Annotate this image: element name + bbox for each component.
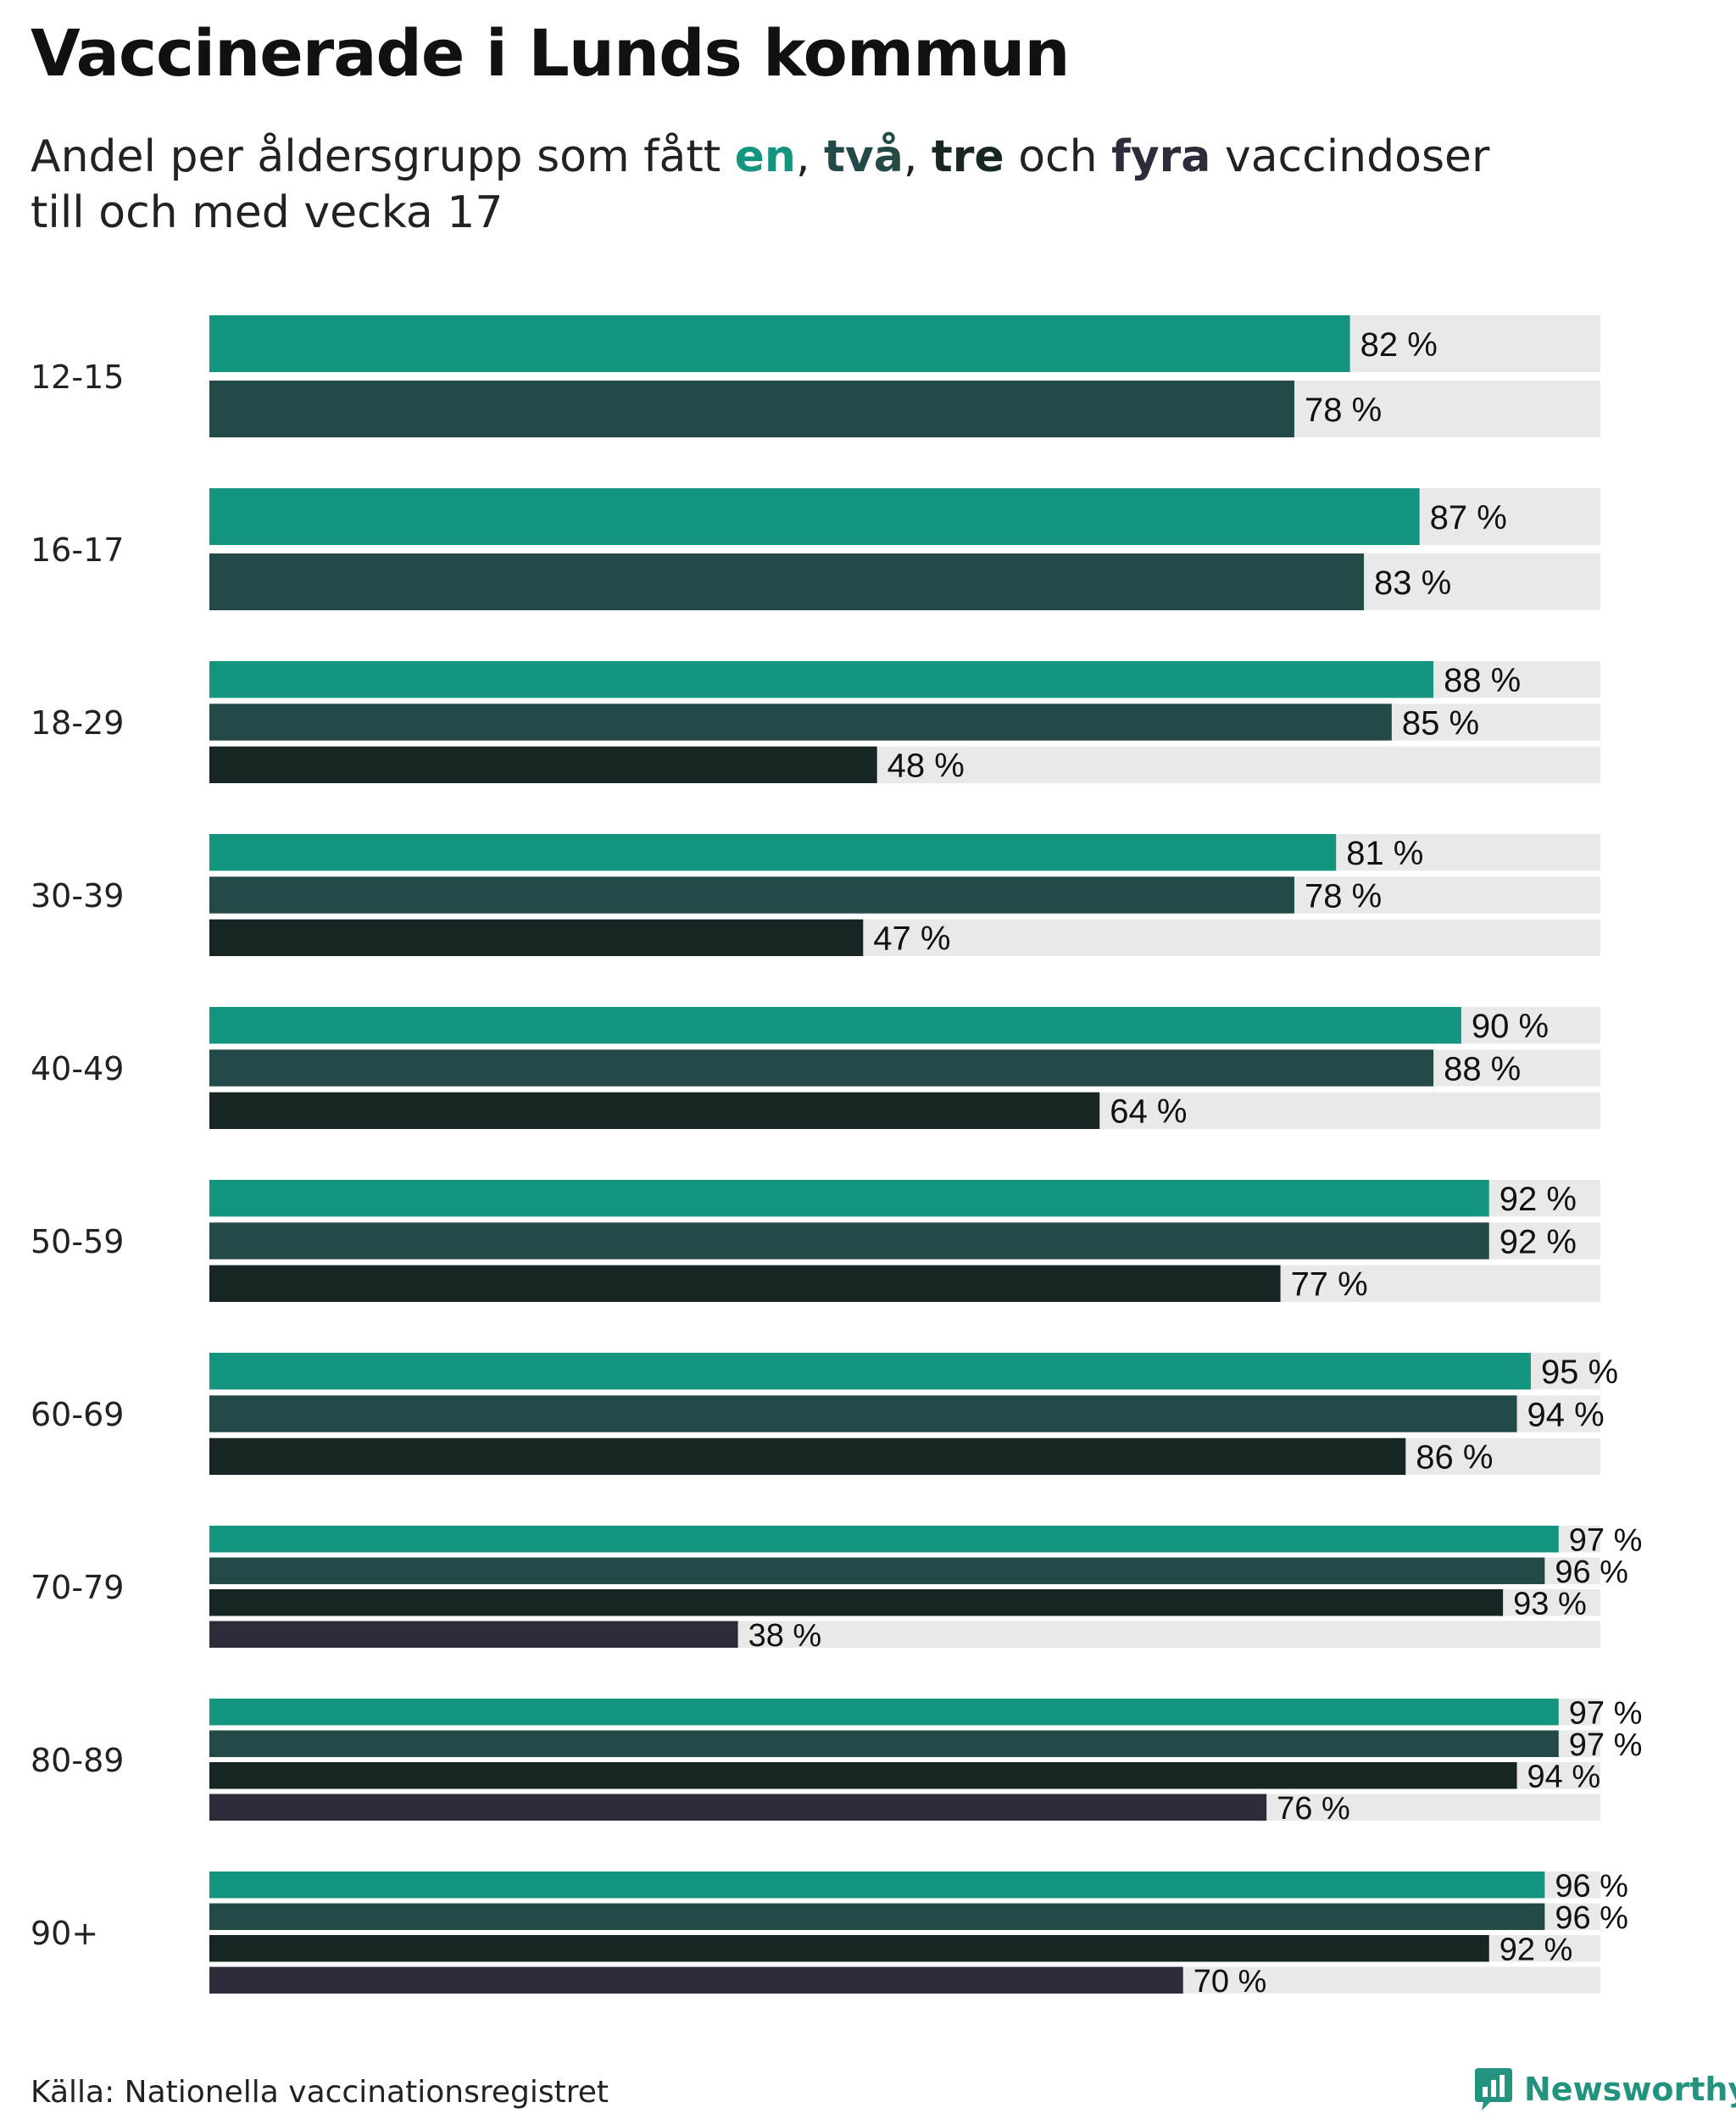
data-label: 83 %: [1374, 565, 1451, 602]
brand-name: Newsworthy: [1524, 2071, 1736, 2108]
category-label: 70-79: [31, 1569, 124, 1606]
data-label: 70 %: [1194, 1964, 1267, 1999]
data-label: 77 %: [1291, 1266, 1368, 1304]
bar-tre: [209, 919, 864, 956]
data-label: 90 %: [1472, 1008, 1549, 1045]
category-label: 80-89: [31, 1742, 124, 1779]
bar-en: [209, 834, 1337, 871]
data-label: 96 %: [1555, 1868, 1628, 1904]
data-label: 95 %: [1541, 1354, 1618, 1391]
bar-fyra: [209, 1966, 1183, 1994]
subtitle-text: och: [1004, 131, 1112, 182]
bar-fyra: [209, 1794, 1267, 1821]
data-label: 78 %: [1305, 392, 1382, 429]
subtitle-text: ,: [903, 131, 932, 182]
bar-en: [209, 1353, 1531, 1390]
data-label: 97 %: [1569, 1695, 1643, 1731]
data-label: 78 %: [1305, 877, 1382, 915]
data-label: 85 %: [1402, 704, 1479, 742]
newsworthy-logo-icon: [1475, 2068, 1512, 2111]
bar-tre: [209, 1935, 1489, 1962]
data-label: 97 %: [1569, 1727, 1643, 1763]
bar-en: [209, 1872, 1545, 1899]
data-label: 87 %: [1430, 499, 1507, 537]
bar-en: [209, 1007, 1461, 1044]
subtitle-key-en: en: [734, 131, 796, 182]
bar-en: [209, 488, 1420, 545]
bar-tre: [209, 1092, 1100, 1129]
bar-en: [209, 1699, 1559, 1726]
data-label: 94 %: [1527, 1396, 1605, 1433]
category-label: 40-49: [31, 1050, 124, 1087]
category-label: 90+: [31, 1915, 98, 1952]
bar-en: [209, 1180, 1489, 1217]
bar-tva: [209, 381, 1294, 437]
subtitle-line2: till och med vecka 17: [31, 187, 504, 238]
data-label: 92 %: [1500, 1181, 1577, 1218]
bar-tva: [209, 1222, 1489, 1260]
data-label: 96 %: [1555, 1900, 1628, 1936]
subtitle-text: ,: [795, 131, 825, 182]
bar-tre: [209, 1589, 1504, 1616]
bar-tva: [209, 1730, 1559, 1757]
chart-subtitle: Andel per åldersgrupp som fått en, två, …: [31, 129, 1556, 241]
subtitle-text: vaccindoser: [1210, 131, 1490, 182]
data-label: 97 %: [1569, 1522, 1643, 1558]
data-label: 76 %: [1277, 1791, 1350, 1827]
source-note: Källa: Nationella vaccinationsregistret: [31, 2075, 609, 2110]
category-label: 12-15: [31, 359, 124, 396]
bar-tva: [209, 1903, 1545, 1930]
subtitle-text: Andel per åldersgrupp som fått: [31, 131, 735, 182]
bar-tre: [209, 1762, 1517, 1789]
bar-tva: [209, 553, 1365, 610]
bar-tva: [209, 1049, 1434, 1087]
subtitle-key-tva: två: [824, 131, 904, 182]
data-label: 48 %: [887, 748, 965, 785]
chart-title: Vaccinerade i Lunds kommun: [31, 15, 1070, 91]
data-label: 94 %: [1527, 1759, 1601, 1794]
bar-tva: [209, 1395, 1517, 1432]
data-label: 88 %: [1444, 662, 1521, 699]
bar-en: [209, 1526, 1559, 1553]
data-label: 47 %: [873, 920, 950, 958]
subtitle-key-fyra: fyra: [1111, 131, 1211, 182]
data-label: 93 %: [1513, 1586, 1587, 1621]
bar-en: [209, 661, 1434, 698]
data-label: 38 %: [748, 1618, 822, 1654]
data-label: 92 %: [1500, 1932, 1573, 1967]
category-label: 30-39: [31, 877, 124, 915]
category-label: 18-29: [31, 704, 124, 742]
data-label: 92 %: [1500, 1223, 1577, 1260]
data-label: 64 %: [1110, 1093, 1187, 1131]
bar-tre: [209, 1438, 1406, 1475]
bar-tva: [209, 704, 1392, 741]
data-label: 81 %: [1346, 835, 1423, 872]
category-label: 60-69: [31, 1396, 124, 1433]
category-label: 50-59: [31, 1223, 124, 1260]
bar-en: [209, 315, 1350, 372]
bar-tre: [209, 1265, 1281, 1302]
subtitle-key-tre: tre: [931, 131, 1004, 182]
bar-fyra: [209, 1621, 738, 1648]
bar-tre: [209, 746, 877, 783]
data-label: 88 %: [1444, 1050, 1521, 1087]
bar-tva: [209, 876, 1294, 914]
bar-tva: [209, 1557, 1545, 1584]
data-label: 86 %: [1416, 1439, 1493, 1477]
newsworthy-logo: Newsworthy: [1475, 2068, 1736, 2111]
category-label: 16-17: [31, 531, 124, 569]
data-label: 82 %: [1360, 326, 1438, 364]
data-label: 96 %: [1555, 1554, 1628, 1590]
